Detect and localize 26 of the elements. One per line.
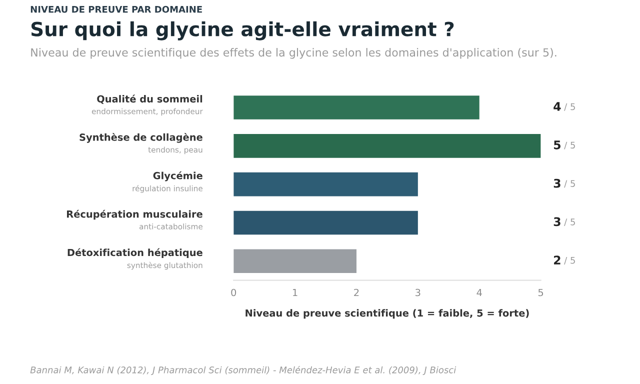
bar xyxy=(234,172,418,196)
x-tick-label: 0 xyxy=(231,288,236,296)
bar xyxy=(234,96,480,120)
x-tick-label: 4 xyxy=(476,288,482,296)
text: / 5 xyxy=(564,257,575,264)
data-label: 2 xyxy=(554,256,560,264)
data-label: 4 xyxy=(554,102,561,111)
x-tick-label: 5 xyxy=(538,288,544,296)
bar xyxy=(234,249,356,274)
chart-title: Sur quoi la glycine agit-elle vraiment ? xyxy=(31,21,454,40)
text: / 5 xyxy=(564,142,575,150)
data-label: 3 xyxy=(554,178,560,188)
x-tick-label: 1 xyxy=(293,288,298,296)
text: / 5 xyxy=(564,218,575,226)
data-label: 5 xyxy=(554,140,560,150)
text: / 5 xyxy=(564,180,575,188)
data-label: 3 xyxy=(554,217,560,226)
x-axis-title: Niveau de preuve scientifique (1 = faible, 5 = forte) xyxy=(246,309,529,319)
bar xyxy=(234,210,418,235)
text: Bannai M, Kawai N (2012), J Pharmacol Sci (sommeil) - Meléndez-Hevia E et al. (2009), J Biosci xyxy=(30,366,456,376)
text: NIVEAU DE PREUVE PAR DOMAINE xyxy=(30,6,202,13)
x-tick-label: 2 xyxy=(354,288,359,296)
chart-subtitle: Niveau de preuve scientifique des effets de la glycine selon les domaines d'application (sur 5). xyxy=(31,48,556,59)
bar xyxy=(234,134,541,158)
x-tick-label: 3 xyxy=(416,288,420,296)
text: / 5 xyxy=(564,103,575,111)
